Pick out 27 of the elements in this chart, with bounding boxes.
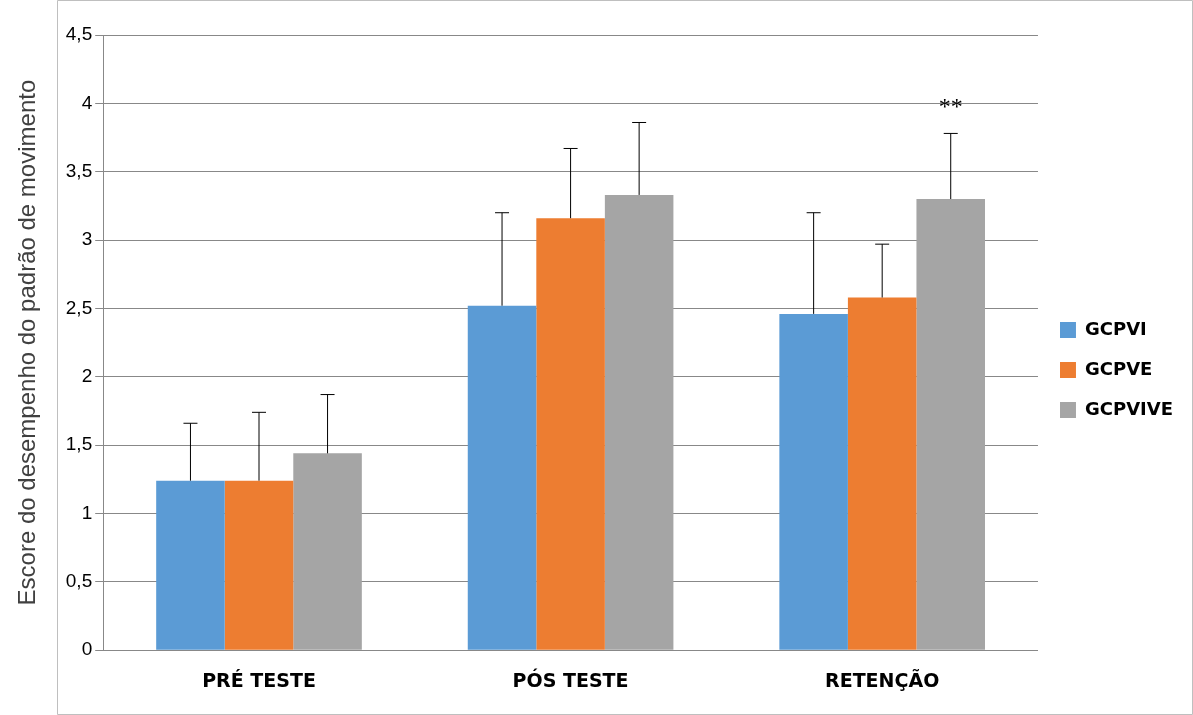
y-tick-label: 0	[81, 638, 93, 660]
x-tick-label: RETENÇÃO	[825, 667, 940, 691]
y-tick-label: 1,5	[65, 433, 93, 455]
bar	[224, 480, 294, 650]
bar	[467, 305, 537, 650]
y-tick-label: 3	[81, 228, 93, 250]
bar	[293, 453, 362, 650]
legend-label: GCPVI	[1084, 317, 1147, 339]
y-tick-label: 2,5	[65, 296, 93, 318]
bar	[536, 218, 605, 650]
bar	[847, 297, 917, 650]
y-tick-label: 4	[81, 91, 93, 113]
annotation: **	[938, 92, 963, 119]
y-tick-label: 1	[81, 501, 93, 523]
y-tick-label: 2	[81, 365, 93, 387]
x-tick-label: PRÉ TESTE	[202, 668, 316, 691]
y-tick-label: 3,5	[65, 159, 93, 181]
bar	[779, 313, 848, 650]
x-tick-label: PÓS TESTE	[512, 667, 629, 691]
bar	[916, 199, 985, 650]
bar	[156, 480, 225, 650]
y-tick-label: 4,5	[65, 23, 93, 45]
legend-label: GCPVIVE	[1084, 397, 1173, 419]
y-tick-label: 0,5	[65, 570, 93, 592]
y-axis-title: Escore do desempenho do padrão de movimento	[13, 79, 41, 606]
bar	[604, 194, 674, 650]
legend-label: GCPVE	[1084, 357, 1153, 379]
